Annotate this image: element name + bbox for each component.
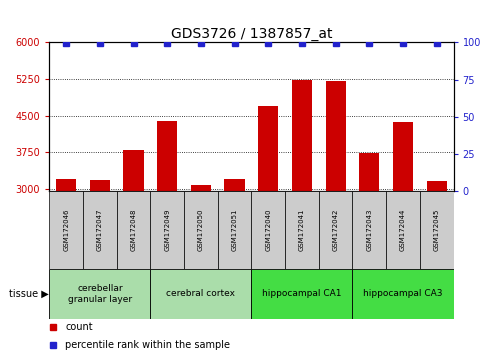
- Bar: [359, 153, 380, 335]
- Text: hippocampal CA1: hippocampal CA1: [262, 289, 342, 298]
- Bar: [386, 191, 420, 269]
- Text: count: count: [66, 322, 93, 332]
- Bar: [285, 191, 319, 269]
- Text: tissue ▶: tissue ▶: [9, 289, 49, 299]
- Text: cerebellar
granular layer: cerebellar granular layer: [68, 284, 132, 303]
- Text: GSM172050: GSM172050: [198, 209, 204, 251]
- Bar: [218, 191, 251, 269]
- Bar: [258, 106, 279, 335]
- Bar: [90, 181, 110, 335]
- Text: GSM172047: GSM172047: [97, 209, 103, 251]
- Bar: [251, 269, 352, 319]
- Bar: [393, 122, 413, 335]
- Bar: [420, 191, 454, 269]
- Text: GSM172040: GSM172040: [265, 209, 271, 251]
- Text: GSM172045: GSM172045: [434, 209, 440, 251]
- Bar: [352, 269, 454, 319]
- Text: GSM172051: GSM172051: [232, 209, 238, 251]
- Text: GSM172049: GSM172049: [164, 209, 170, 251]
- Bar: [150, 269, 251, 319]
- Bar: [83, 191, 117, 269]
- Bar: [157, 121, 177, 335]
- Bar: [123, 150, 143, 335]
- Bar: [49, 191, 83, 269]
- Bar: [426, 181, 447, 335]
- Text: GSM172048: GSM172048: [131, 209, 137, 251]
- Bar: [150, 191, 184, 269]
- Text: cerebral cortex: cerebral cortex: [167, 289, 235, 298]
- Text: GSM172044: GSM172044: [400, 209, 406, 251]
- Text: GSM172041: GSM172041: [299, 209, 305, 251]
- Bar: [184, 191, 218, 269]
- Text: GSM172043: GSM172043: [366, 209, 372, 251]
- Bar: [325, 81, 346, 335]
- Bar: [117, 191, 150, 269]
- Bar: [224, 179, 245, 335]
- Text: percentile rank within the sample: percentile rank within the sample: [66, 340, 230, 350]
- Bar: [191, 185, 211, 335]
- Bar: [56, 179, 76, 335]
- Bar: [292, 80, 312, 335]
- Bar: [251, 191, 285, 269]
- Text: GSM172046: GSM172046: [63, 209, 69, 251]
- Bar: [352, 191, 386, 269]
- Bar: [49, 269, 150, 319]
- Text: hippocampal CA3: hippocampal CA3: [363, 289, 443, 298]
- Title: GDS3726 / 1387857_at: GDS3726 / 1387857_at: [171, 28, 332, 41]
- Bar: [319, 191, 352, 269]
- Text: GSM172042: GSM172042: [333, 209, 339, 251]
